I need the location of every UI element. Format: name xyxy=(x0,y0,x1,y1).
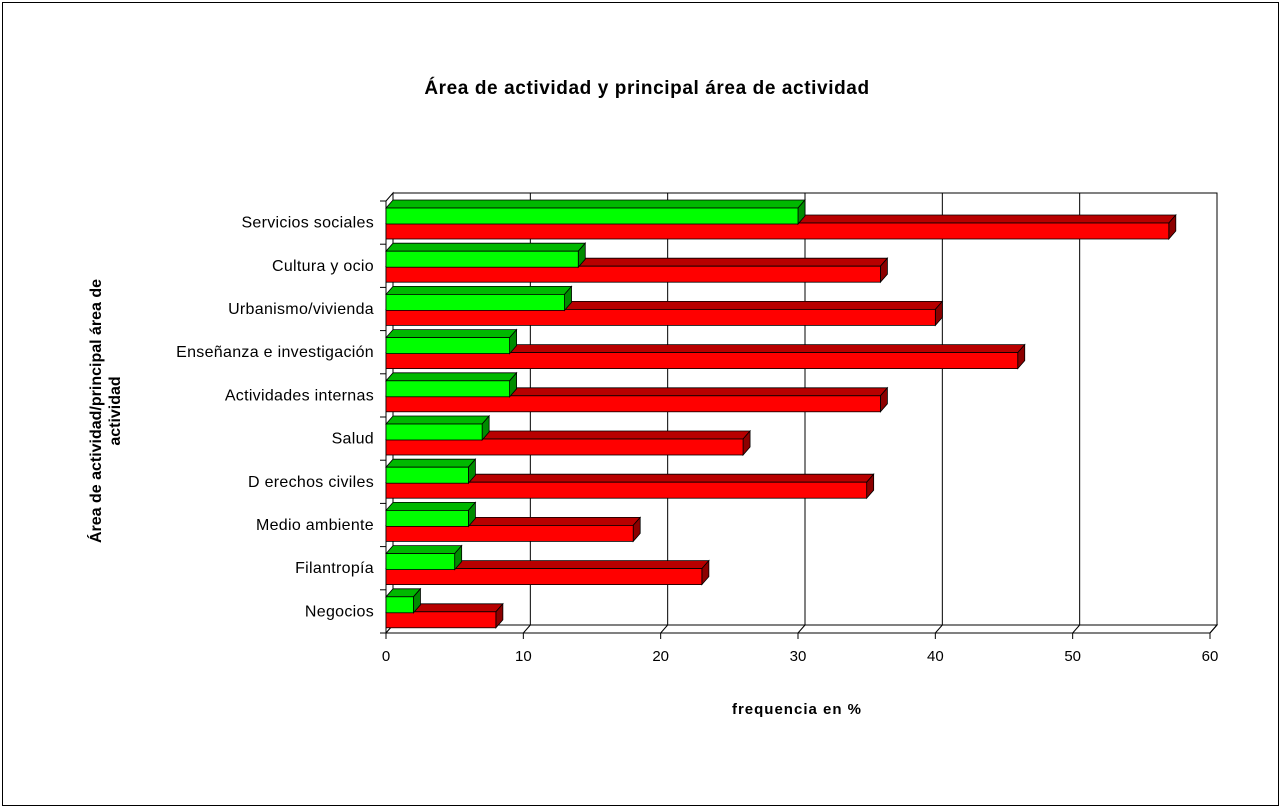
gridline-floor xyxy=(1072,624,1081,634)
y-axis-label-line-2: actividad xyxy=(107,376,124,445)
gridline-floor xyxy=(1209,624,1218,634)
category-label: Enseñanza e investigación xyxy=(176,344,374,361)
x-tick-label: 10 xyxy=(515,648,532,665)
x-axis-label: frequencia en % xyxy=(732,701,862,718)
x-tick-label: 40 xyxy=(927,648,944,665)
bar-red xyxy=(385,343,1026,370)
x-tick-label: 60 xyxy=(1202,648,1219,665)
gridline-floor xyxy=(522,624,531,634)
bar-green xyxy=(385,414,491,442)
category-label: Negocios xyxy=(305,603,374,620)
x-tick-label: 0 xyxy=(382,648,390,665)
bar-red xyxy=(385,559,710,586)
category-label: Actividades internas xyxy=(225,387,374,404)
gridline-floor xyxy=(660,624,669,634)
category-label: Cultura y ocio xyxy=(272,258,374,275)
y-axis-label: Área de actividad/principal área de acti… xyxy=(86,279,124,543)
gridline-floor xyxy=(934,624,943,634)
category-label: Filantropía xyxy=(295,560,374,577)
x-tick-label: 50 xyxy=(1064,648,1081,665)
bar-green xyxy=(385,458,477,485)
category-label: D erechos civiles xyxy=(248,474,374,491)
x-tick-label: 20 xyxy=(652,648,669,665)
bar-green xyxy=(385,198,806,226)
bar-green xyxy=(385,371,518,398)
y-axis-label-line-1: Área de actividad/principal área de xyxy=(86,279,105,543)
bar-green xyxy=(385,544,463,571)
chart-title: Área de actividad y principal área de ac… xyxy=(424,77,869,99)
bar-green xyxy=(385,285,573,312)
bar-green xyxy=(385,587,422,614)
gridline-floor xyxy=(797,624,806,634)
x-tick-label: 30 xyxy=(790,648,807,665)
bars xyxy=(385,198,1177,629)
category-label: Medio ambiente xyxy=(256,517,374,534)
category-label: Urbanismo/vivienda xyxy=(228,301,374,318)
bar-green xyxy=(385,501,477,528)
axis-labels: 0 10 20 30 40 50 60 Servicios sociales Cultura y… xyxy=(176,215,1218,665)
bar-green xyxy=(385,242,587,269)
bar-green xyxy=(385,328,518,355)
category-label: Servicios sociales xyxy=(241,215,374,232)
category-label: Salud xyxy=(332,431,374,448)
